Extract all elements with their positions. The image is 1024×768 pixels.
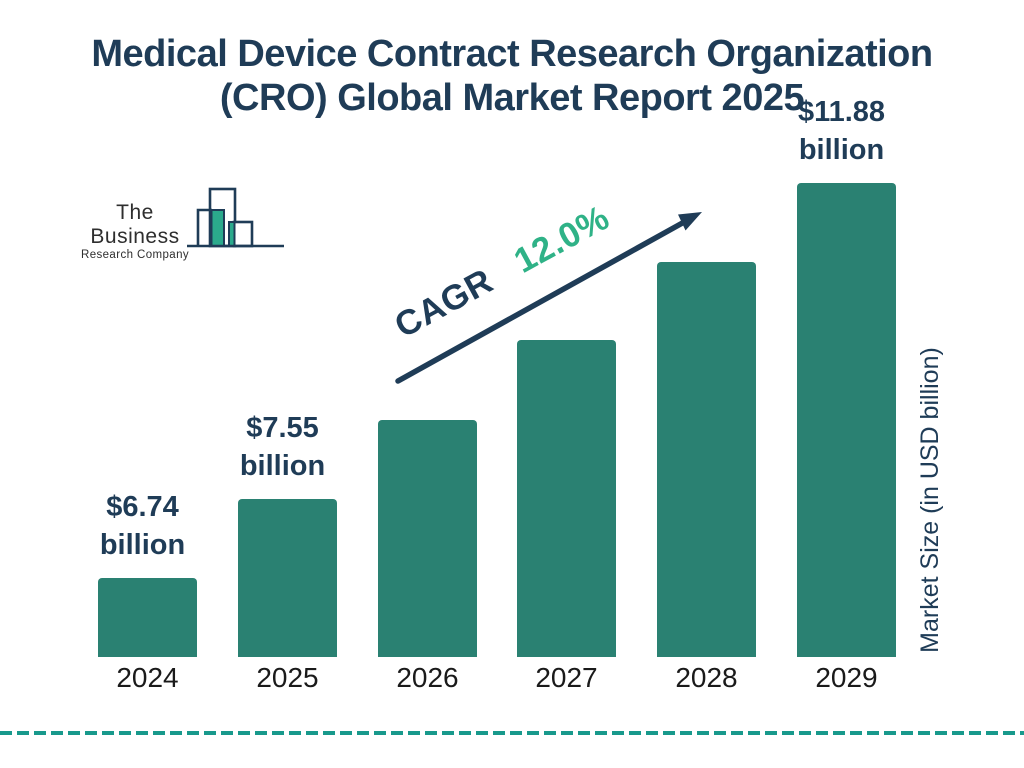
page-title: Medical Device Contract Research Organiz… xyxy=(0,32,1024,120)
x-axis-label-2027: 2027 xyxy=(535,662,598,693)
cagr-annotation: CAGR 12.0% xyxy=(388,198,615,347)
bar-2025 xyxy=(238,499,337,657)
x-axis-label-2029: 2029 xyxy=(815,662,878,693)
cagr-value: 12.0% xyxy=(507,197,616,281)
logo-name: The Business xyxy=(90,201,180,248)
logo-subname: Research Company xyxy=(80,249,190,261)
cagr-label: CAGR xyxy=(388,261,500,346)
company-logo: The Business Research Company xyxy=(75,170,290,261)
value-label-2024: $6.74 billion xyxy=(99,491,186,561)
y-axis-label: Market Size (in USD billion) xyxy=(916,347,944,653)
bar-2027 xyxy=(517,340,616,657)
bar-2029 xyxy=(797,183,896,657)
bar-2028 xyxy=(657,262,756,657)
page-title-line1: Medical Device Contract Research Organiz… xyxy=(91,33,933,75)
bottom-dashed-divider xyxy=(0,731,1024,735)
x-axis-label-2026: 2026 xyxy=(396,662,459,693)
x-axis-label-2025: 2025 xyxy=(256,662,319,693)
x-axis-label-2024: 2024 xyxy=(116,662,179,693)
x-axis-label-2028: 2028 xyxy=(675,662,738,693)
bar-2024 xyxy=(98,578,197,657)
value-label-2025: $7.55 billion xyxy=(239,412,326,482)
page-title-line2: (CRO) Global Market Report 2025 xyxy=(219,77,805,119)
value-label-2029: $11.88 billion xyxy=(797,96,886,166)
buildings-skyline-icon xyxy=(187,187,284,248)
company-logo-text: The Business Research Company xyxy=(75,201,195,262)
bar-2026 xyxy=(378,420,477,657)
